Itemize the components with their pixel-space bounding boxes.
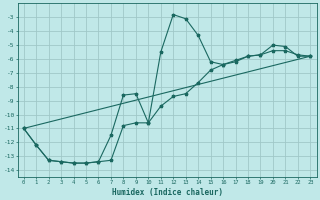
X-axis label: Humidex (Indice chaleur): Humidex (Indice chaleur) <box>111 188 222 197</box>
